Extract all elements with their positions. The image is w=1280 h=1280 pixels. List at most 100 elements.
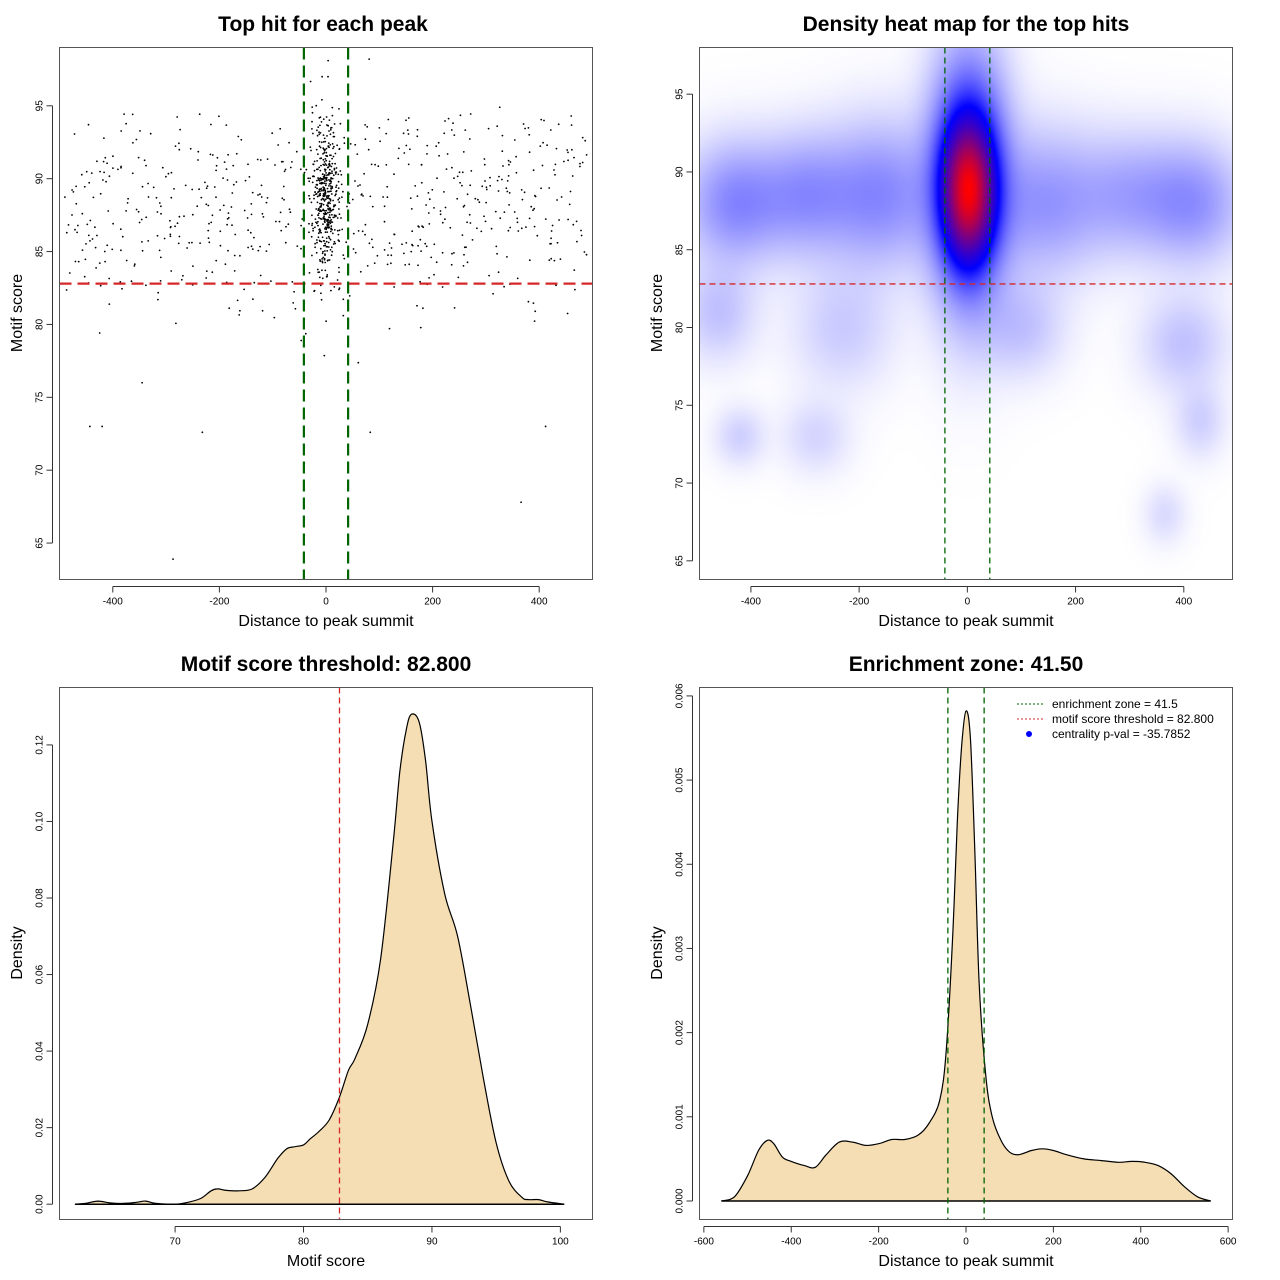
scatter-point [409,197,412,200]
scatter-point [319,190,321,193]
scatter-point [320,198,323,201]
scatter-point [524,127,526,130]
scatter-point [169,219,171,222]
scatter-point [339,122,342,125]
scatter-point [553,169,555,171]
scatter-point [317,207,320,210]
scatter-point [330,219,333,221]
scatter-point [324,198,327,201]
y-tick-label: 0.004 [675,851,686,876]
scatter-point [549,129,552,131]
scatter-point [326,155,329,158]
scatter-point [364,233,366,236]
scatter-point [198,188,201,191]
scatter-point [326,124,328,126]
scatter-point [319,146,322,149]
scatter-point [106,244,109,247]
scatter-point [548,259,551,262]
x-tick-label: -400 [741,597,761,608]
scatter-point [204,181,206,184]
score-density-title: Motif score threshold: 82.800 [181,653,472,676]
scatter-point [385,164,388,166]
scatter-point [438,154,440,157]
scatter-point [159,256,162,259]
scatter-point [311,224,313,227]
scatter-point [228,307,231,310]
scatter-point [81,212,84,215]
scatter-point [352,232,355,235]
scatter-point [364,124,366,126]
scatter-point [329,199,332,202]
scatter-point [158,202,161,204]
scatter-point [463,204,466,207]
distance-density-plot-box [699,687,1233,1220]
scatter-point [325,116,328,118]
scatter-point [327,246,330,248]
y-tick-label: 0.02 [35,1117,46,1137]
scatter-point [156,234,159,237]
scatter-point [210,221,213,224]
scatter-point [300,224,302,227]
scatter-point [183,215,185,218]
scatter-point [277,144,280,146]
scatter-point [326,135,328,137]
scatter-point [426,144,429,147]
scatter-point [506,190,509,193]
scatter-point [580,229,582,232]
scatter-point [363,172,365,175]
scatter-point [287,223,290,226]
scatter-point [331,250,334,253]
scatter-point [308,222,310,225]
scatter-point [257,249,260,252]
scatter-point [496,252,498,255]
scatter-point [441,221,444,224]
scatter-point [331,232,334,235]
scatter-point [397,157,400,160]
scatter-point [308,180,311,183]
scatter-point [560,196,563,198]
scatter-point [177,242,180,245]
scatter-point [453,307,456,309]
scatter-point [416,128,419,131]
scatter-point [331,157,333,160]
scatter-point [218,115,220,118]
scatter-point [556,199,558,201]
scatter-point [322,212,325,215]
scatter-point [576,240,578,243]
scatter-point [420,250,422,253]
scatter-point [117,168,119,171]
x-tick-label: 200 [1045,1237,1062,1248]
scatter-point [196,205,199,208]
scatter-point [318,145,321,148]
scatter-point [546,144,548,147]
scatter-point [483,215,485,218]
scatter-point [407,163,410,166]
scatter-point [191,213,194,216]
legend-pval-label: centrality p-val = -35.7852 [1052,727,1191,741]
scatter-point [461,234,464,237]
scatter-point [207,204,210,207]
scatter-point [319,124,321,127]
scatter-point [87,123,90,126]
scatter-point [315,148,318,151]
scatter-point [330,227,333,230]
scatter-point [205,270,208,272]
scatter-point [121,235,124,238]
distance-density-reference-lines [947,687,985,1220]
scatter-point [471,239,474,241]
x-tick-label: 0 [323,597,329,608]
scatter-point [329,133,332,136]
scatter-point [322,158,325,161]
scatter-point [430,256,433,259]
scatter-point [570,115,573,117]
scatter-point [320,292,322,295]
scatter-point [507,229,510,232]
scatter-point [583,251,586,253]
scatter-xlabel: Distance to peak summit [238,613,414,630]
scatter-point [279,127,282,130]
scatter-point [160,205,162,208]
scatter-point [310,201,313,204]
scatter-point [328,119,331,121]
scatter-point [231,224,233,227]
